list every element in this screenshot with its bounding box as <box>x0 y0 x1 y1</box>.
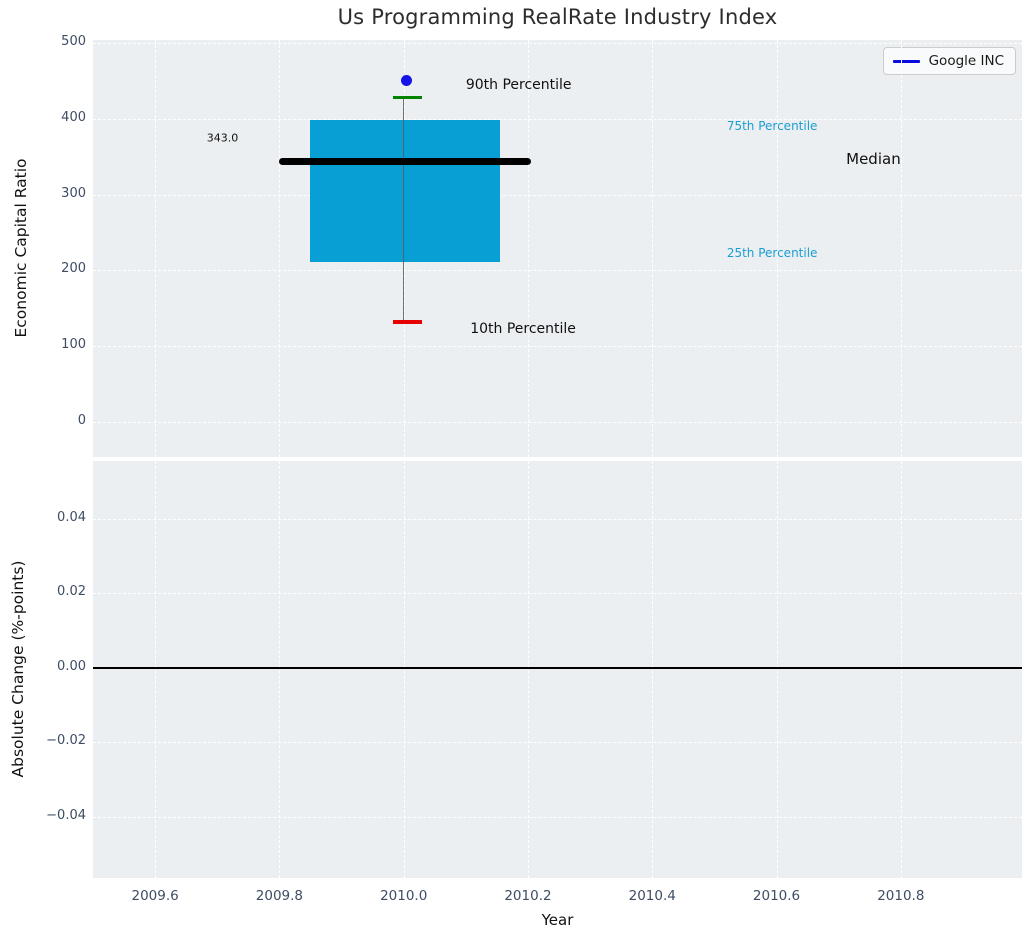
horizontal-gridline <box>93 270 1022 272</box>
annotation-p25-label: 25th Percentile <box>726 245 818 260</box>
vertical-gridline <box>403 461 405 878</box>
legend: Google INC <box>882 47 1016 75</box>
y-tick-label: −0.02 <box>46 733 86 749</box>
y-tick-label: 0.02 <box>57 584 86 600</box>
x-tick-label: 2010.8 <box>877 888 925 904</box>
horizontal-gridline <box>93 43 1022 45</box>
p10-cap <box>392 320 423 324</box>
p90-cap <box>392 95 423 100</box>
vertical-gridline <box>652 461 654 878</box>
vertical-gridline <box>652 40 654 457</box>
x-axis-label: Year <box>541 911 574 929</box>
vertical-gridline <box>279 40 281 457</box>
vertical-gridline <box>776 461 778 878</box>
y-tick-label: 300 <box>61 185 86 201</box>
x-tick-label: 2010.2 <box>504 888 552 904</box>
vertical-gridline <box>155 40 157 457</box>
vertical-gridline <box>776 40 778 457</box>
y-tick-label: 100 <box>61 337 86 353</box>
x-tick-label: 2009.8 <box>255 888 304 904</box>
annotation-p10-label: 10th Percentile <box>470 321 576 338</box>
horizontal-gridline <box>93 421 1022 423</box>
bottom-plot-area <box>93 461 1022 878</box>
median-line <box>279 158 532 166</box>
y-tick-label: 0.04 <box>57 509 86 525</box>
horizontal-gridline <box>93 816 1022 818</box>
vertical-gridline <box>900 461 902 878</box>
iqr-box <box>310 120 500 262</box>
legend-line-swatch <box>892 59 920 63</box>
chart-title: Us Programming RealRate Industry Index <box>337 5 778 29</box>
annotation-p90-label: 90th Percentile <box>465 76 572 93</box>
horizontal-gridline <box>93 118 1022 120</box>
whisker-line <box>402 97 405 322</box>
y-tick-label: 200 <box>61 261 86 277</box>
horizontal-gridline <box>93 194 1022 196</box>
annotation-p75-label: 75th Percentile <box>726 119 818 134</box>
y-tick-label: 400 <box>61 109 86 125</box>
horizontal-gridline <box>93 742 1022 744</box>
vertical-gridline <box>900 40 902 457</box>
zero-line <box>93 666 1022 669</box>
x-tick-label: 2010.4 <box>628 888 676 904</box>
vertical-gridline <box>155 461 157 878</box>
vertical-gridline <box>527 461 529 878</box>
annotation-median-label: Median <box>846 149 901 168</box>
y-tick-label: −0.04 <box>46 807 86 823</box>
horizontal-gridline <box>93 518 1022 520</box>
vertical-gridline <box>527 40 529 457</box>
x-tick-label: 2009.6 <box>131 888 179 904</box>
annotation-median-value-label: 343.0 <box>206 131 239 145</box>
vertical-gridline <box>279 461 281 878</box>
horizontal-gridline <box>93 346 1022 348</box>
x-tick-label: 2010.0 <box>380 888 428 904</box>
horizontal-gridline <box>93 593 1022 595</box>
company-point <box>401 75 413 87</box>
y-tick-label: 0 <box>77 412 86 428</box>
y-tick-label: 500 <box>61 34 86 50</box>
x-tick-label: 2010.6 <box>752 888 801 904</box>
y-tick-label: 0.00 <box>57 658 86 674</box>
top-plot-area: Google INC 343.0 90th Percentile 10th Perc… <box>93 40 1022 457</box>
legend-label: Google INC <box>928 53 1004 69</box>
